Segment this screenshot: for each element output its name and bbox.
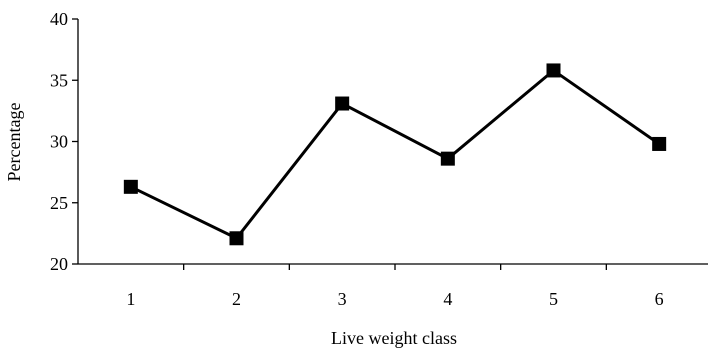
y-tick-label: 25 xyxy=(50,193,68,213)
data-point-marker xyxy=(335,96,350,111)
y-tick-label: 30 xyxy=(50,132,68,152)
axes xyxy=(77,19,708,265)
x-tick-label: 2 xyxy=(232,289,241,309)
y-tick-label: 35 xyxy=(50,70,68,90)
y-tick-label: 40 xyxy=(50,9,68,29)
y-ticks: 20 25 30 35 40 xyxy=(50,9,78,274)
x-ticks: 1 2 3 4 5 6 xyxy=(126,264,664,309)
x-tick-label: 3 xyxy=(338,289,347,309)
y-tick-label: 20 xyxy=(50,254,68,274)
x-axis-title: Live weight class xyxy=(331,328,457,348)
data-point-marker xyxy=(652,136,667,151)
series-line xyxy=(130,68,661,241)
data-point-marker xyxy=(229,231,244,246)
x-tick-label: 4 xyxy=(443,289,452,309)
data-point-marker xyxy=(546,63,561,78)
y-axis-title: Percentage xyxy=(4,103,24,182)
data-point-marker xyxy=(123,179,138,194)
series xyxy=(123,63,667,246)
x-tick-label: 5 xyxy=(549,289,558,309)
x-tick-label: 6 xyxy=(655,289,664,309)
data-point-marker xyxy=(440,151,455,166)
x-tick-label: 1 xyxy=(126,289,135,309)
